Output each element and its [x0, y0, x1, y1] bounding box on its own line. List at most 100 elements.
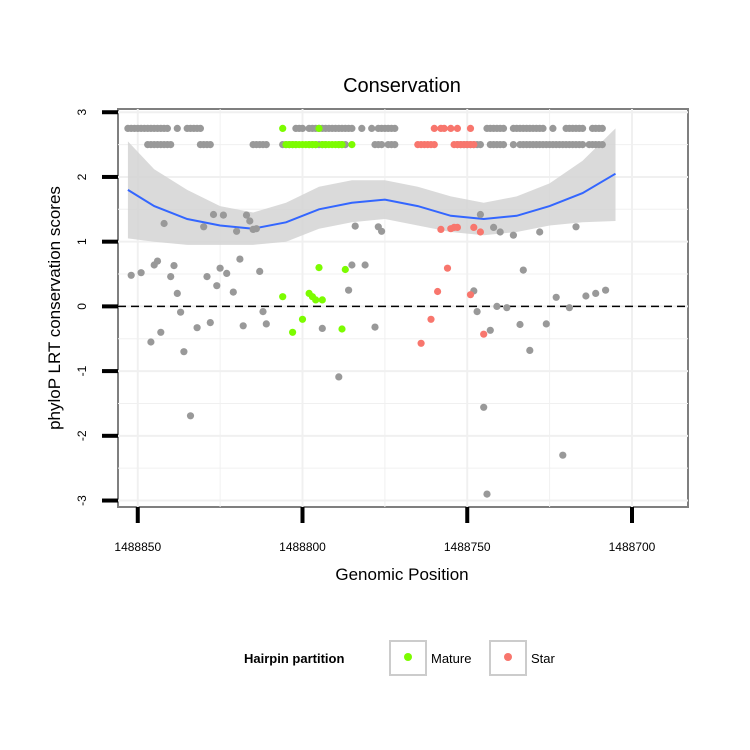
point-other-54 — [519, 266, 527, 274]
point-other-169 — [378, 141, 386, 149]
point-other-7 — [167, 273, 175, 281]
point-mature-29 — [341, 265, 349, 274]
point-other-51 — [503, 304, 511, 312]
point-mature-25 — [312, 296, 320, 304]
point-star-11 — [430, 141, 438, 149]
point-other-143 — [167, 141, 175, 149]
y-tick-label-6: 3 — [75, 109, 89, 116]
point-other-26 — [242, 211, 251, 219]
y-tick-label-1: -2 — [75, 430, 89, 441]
point-other-185 — [499, 141, 508, 149]
axes-layer: 1488850 1488800 1488750 1488700 -3 -2 -1 0 1 2 3 — [75, 109, 656, 554]
point-star-5 — [466, 124, 475, 132]
point-other-44 — [476, 210, 484, 219]
point-other-5 — [157, 328, 165, 336]
x-tick-label-2: 1488750 — [444, 540, 491, 554]
point-other-62 — [582, 292, 590, 300]
point-other-124 — [539, 124, 547, 132]
point-other-22 — [229, 288, 237, 296]
point-other-46 — [483, 490, 491, 498]
y-tick-label-2: -1 — [75, 365, 89, 376]
point-mature-0 — [279, 124, 287, 132]
grid-layer — [118, 109, 688, 507]
point-other-13 — [193, 324, 201, 332]
x-axis-title: Genomic Position — [335, 565, 468, 584]
point-other-8 — [170, 262, 178, 270]
y-tick-label-5: 2 — [75, 173, 89, 180]
point-other-23 — [233, 227, 241, 235]
point-other-58 — [552, 293, 560, 301]
point-star-22 — [437, 225, 445, 233]
point-other-47 — [486, 326, 494, 334]
point-star-28 — [470, 223, 478, 231]
point-other-180 — [476, 141, 484, 149]
point-other-16 — [206, 319, 214, 327]
point-other-6 — [160, 219, 168, 228]
point-other-78 — [173, 124, 181, 132]
point-other-101 — [358, 124, 366, 132]
point-star-21 — [434, 287, 442, 296]
point-other-52 — [509, 231, 517, 239]
point-other-61 — [572, 223, 580, 231]
point-other-21 — [223, 269, 231, 277]
chart-title: Conservation — [343, 75, 461, 97]
point-mature-22 — [298, 315, 307, 323]
point-star-0 — [430, 124, 438, 132]
point-mature-18 — [338, 141, 346, 149]
x-tick-label-0: 1488850 — [114, 540, 161, 554]
point-other-29 — [252, 225, 260, 233]
smooth-line — [127, 172, 617, 230]
point-other-15 — [203, 273, 211, 281]
point-other-59 — [559, 451, 567, 459]
point-other-33 — [318, 324, 326, 332]
smooth-curve — [127, 172, 617, 230]
point-other-37 — [351, 222, 359, 230]
point-other-9 — [173, 289, 181, 297]
point-other-0 — [127, 271, 135, 279]
point-other-45 — [480, 403, 488, 411]
point-star-2 — [440, 124, 448, 132]
point-mature-20 — [279, 293, 287, 301]
point-other-83 — [196, 124, 204, 132]
point-other-10 — [177, 308, 185, 316]
point-other-36 — [348, 261, 356, 269]
y-tick-label-0: -3 — [75, 495, 89, 506]
point-mature-19 — [348, 141, 356, 149]
point-other-39 — [371, 323, 379, 331]
point-other-2 — [147, 338, 155, 346]
point-other-64 — [602, 286, 610, 294]
point-other-152 — [262, 141, 270, 149]
legend-label-star: Star — [531, 651, 556, 666]
point-mature-11 — [312, 141, 320, 149]
point-other-31 — [259, 308, 267, 316]
point-star-29 — [476, 228, 484, 236]
point-star-4 — [453, 124, 461, 132]
point-other-48 — [490, 223, 498, 231]
point-other-57 — [542, 320, 550, 328]
point-other-4 — [153, 257, 162, 265]
y-tick-label-3: 0 — [75, 303, 89, 310]
points-layer — [124, 124, 610, 498]
point-other-50 — [496, 228, 504, 236]
legend-item-mature: Mature — [389, 640, 471, 676]
point-star-26 — [453, 223, 461, 231]
legend-item-star: Star — [489, 640, 556, 676]
point-star-19 — [417, 339, 425, 347]
point-other-1 — [137, 269, 145, 277]
point-star-3 — [447, 124, 455, 132]
point-other-38 — [361, 261, 369, 269]
point-other-77 — [163, 124, 171, 132]
point-mature-1 — [315, 124, 323, 132]
point-other-114 — [499, 124, 508, 132]
point-other-27 — [246, 217, 254, 225]
point-other-49 — [493, 302, 501, 310]
x-tick-label-1: 1488800 — [279, 540, 326, 554]
legend: Hairpin partition Mature Star — [244, 640, 556, 676]
point-other-211 — [598, 141, 606, 149]
point-other-86 — [298, 124, 307, 132]
point-other-18 — [213, 282, 221, 290]
point-star-30 — [480, 330, 488, 338]
point-mature-21 — [289, 328, 297, 336]
point-other-19 — [216, 264, 224, 272]
